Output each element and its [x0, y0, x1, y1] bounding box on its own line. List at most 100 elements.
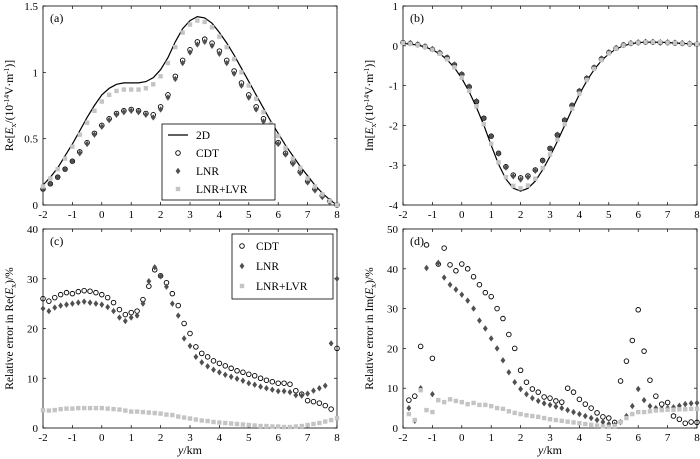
data-point	[193, 417, 199, 422]
x-tick-label: 6	[275, 432, 281, 444]
data-point	[532, 167, 538, 174]
x-tick-label: 4	[577, 209, 583, 221]
data-point	[228, 421, 234, 426]
data-point	[429, 355, 436, 362]
legend-label: LNR	[196, 166, 219, 178]
data-point	[181, 415, 187, 420]
x-tick-label: 8	[694, 432, 700, 444]
data-point	[180, 30, 185, 35]
data-point	[52, 407, 57, 413]
data-point	[209, 25, 215, 30]
data-point	[503, 164, 509, 171]
data-point	[554, 131, 560, 138]
data-point	[562, 116, 568, 124]
data-point	[140, 409, 146, 415]
data-point	[569, 106, 575, 111]
data-point	[688, 406, 694, 412]
data-point	[559, 404, 565, 412]
data-point	[81, 298, 87, 305]
legend-box	[231, 233, 334, 300]
data-point	[415, 42, 420, 48]
data-point	[406, 404, 412, 412]
data-point	[688, 400, 694, 407]
data-point	[635, 307, 641, 313]
y-tick-label: 0	[33, 423, 39, 435]
data-point	[424, 264, 429, 272]
data-point	[46, 408, 52, 413]
data-point	[136, 87, 141, 92]
data-point	[204, 354, 211, 360]
data-point	[511, 345, 518, 352]
data-point	[525, 173, 531, 181]
data-point	[437, 51, 442, 56]
data-point	[146, 278, 152, 285]
data-point	[423, 242, 430, 248]
data-point	[481, 115, 487, 122]
data-point	[588, 405, 594, 411]
data-point	[529, 386, 536, 392]
data-point	[234, 375, 240, 382]
data-point	[436, 397, 441, 403]
data-point	[298, 165, 303, 171]
panel-label: (d)	[410, 234, 424, 248]
data-point	[217, 50, 222, 57]
data-point	[87, 288, 93, 294]
data-point	[476, 281, 483, 288]
x-axis-label: y/km	[537, 443, 563, 457]
data-point	[87, 405, 93, 411]
data-point	[169, 290, 176, 297]
data-point	[99, 291, 105, 298]
data-point	[164, 412, 169, 417]
data-point	[299, 392, 305, 399]
x-tick-label: 6	[635, 432, 641, 444]
data-point	[471, 400, 476, 406]
x-tick-label: 6	[635, 209, 641, 221]
data-point	[624, 415, 629, 421]
data-point	[252, 381, 258, 388]
data-point	[146, 410, 152, 415]
data-point	[195, 18, 200, 23]
legend-marker	[239, 243, 245, 249]
panel-label: (b)	[410, 11, 424, 25]
data-point	[670, 413, 677, 419]
data-point	[541, 400, 547, 407]
data-point	[412, 393, 418, 399]
data-point	[488, 293, 494, 300]
x-tick-label: -2	[38, 209, 47, 221]
data-point	[453, 398, 459, 404]
data-point	[594, 410, 600, 416]
data-point	[328, 406, 334, 412]
data-point	[320, 192, 325, 197]
data-point	[64, 301, 69, 308]
data-point	[694, 399, 700, 407]
data-point	[659, 407, 664, 413]
data-point	[328, 417, 334, 423]
data-point	[75, 299, 81, 306]
data-point	[240, 369, 246, 376]
data-point	[187, 22, 193, 27]
data-point	[494, 345, 500, 352]
data-point	[547, 395, 553, 401]
data-point	[466, 83, 472, 90]
series-lnr	[40, 264, 340, 399]
data-point	[334, 415, 340, 421]
data-point	[105, 303, 111, 311]
data-point	[69, 290, 76, 297]
data-point	[181, 320, 187, 327]
data-point	[694, 406, 700, 412]
data-point	[150, 114, 156, 121]
y-tick-label: -3	[389, 160, 399, 172]
data-point	[46, 298, 52, 304]
legend: 2D CDT LNR LNR+LVR	[161, 123, 276, 201]
series-lnr-lvr	[40, 18, 340, 208]
data-point	[523, 379, 530, 385]
panel-label: (a)	[50, 11, 63, 25]
data-point	[635, 385, 641, 393]
data-point	[158, 74, 163, 79]
x-tick-label: 5	[606, 209, 612, 221]
data-point	[459, 399, 464, 405]
data-point	[540, 165, 545, 171]
data-point	[582, 401, 589, 407]
data-point	[158, 106, 163, 113]
x-tick-label: 7	[305, 209, 311, 221]
